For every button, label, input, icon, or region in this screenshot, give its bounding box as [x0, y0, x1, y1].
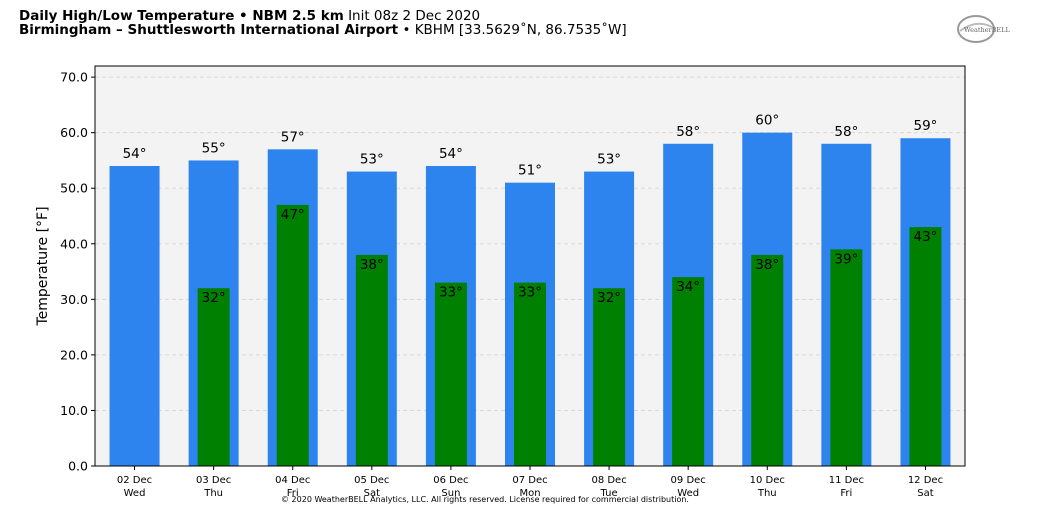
x-tick-label-date: 03 Dec: [196, 475, 231, 486]
y-tick-label: 60.0: [60, 125, 88, 140]
x-tick-label-date: 10 Dec: [750, 475, 785, 486]
x-tick-label-date: 09 Dec: [671, 475, 706, 486]
low-bar: [276, 204, 309, 466]
y-axis-label: Temperature [°F]: [35, 206, 51, 326]
low-bar-label: 32°: [202, 290, 226, 306]
low-bar-label: 47°: [281, 207, 305, 223]
low-bar-label: 38°: [360, 257, 384, 273]
high-bar-label: 59°: [913, 118, 937, 134]
weatherbell-logo: WeatherBELL: [957, 15, 1010, 43]
x-tick-label-date: 08 Dec: [591, 475, 626, 486]
low-bar: [197, 288, 230, 466]
logo-text: WeatherBELL: [964, 26, 1010, 34]
y-tick-label: 70.0: [60, 70, 88, 85]
low-bar-label: 39°: [834, 251, 858, 267]
x-tick-label-date: 12 Dec: [908, 475, 943, 486]
high-bar-label: 53°: [597, 152, 621, 168]
x-tick-label-day: Thu: [203, 488, 223, 499]
x-tick-label-day: Thu: [757, 488, 777, 499]
x-tick-label-date: 04 Dec: [275, 475, 310, 486]
x-tick-label-day: Wed: [677, 488, 699, 499]
y-tick-label: 30.0: [60, 292, 88, 307]
x-tick-label-day: Mon: [519, 488, 540, 499]
chart-subtitle-location: Birmingham – Shuttlesworth International…: [19, 22, 627, 38]
x-tick-label-date: 11 Dec: [829, 475, 864, 486]
low-bar-label: 33°: [439, 285, 463, 301]
low-bar-label: 33°: [518, 285, 542, 301]
x-tick-label-day: Sat: [364, 488, 380, 499]
low-bar: [514, 282, 546, 466]
high-bar-label: 60°: [755, 113, 779, 129]
low-bar: [593, 288, 626, 466]
low-bar-label: 32°: [597, 290, 621, 306]
y-tick-label: 40.0: [60, 236, 88, 251]
x-tick-label-day: Sat: [917, 488, 933, 499]
low-bar-label: 38°: [755, 257, 779, 273]
high-bar-label: 51°: [518, 163, 542, 179]
high-bar-label: 53°: [360, 152, 384, 168]
low-bar: [355, 254, 388, 466]
x-tick-label-day: Wed: [124, 488, 146, 499]
x-tick-label-date: 07 Dec: [512, 475, 547, 486]
y-tick-label: 10.0: [60, 403, 88, 418]
x-tick-label-day: Fri: [840, 488, 852, 499]
x-tick-label-day: Fri: [287, 488, 299, 499]
y-tick-label: 20.0: [60, 347, 88, 362]
high-bar-label: 54°: [123, 146, 147, 162]
low-bar: [830, 249, 863, 466]
x-tick-label-day: Tue: [600, 488, 618, 499]
y-tick-label: 50.0: [60, 181, 88, 196]
y-tick-label: 0.0: [68, 459, 88, 474]
high-bar-label: 58°: [676, 124, 700, 140]
low-bar: [751, 254, 784, 466]
high-bar-label: 55°: [202, 140, 226, 156]
x-tick-label-date: 06 Dec: [433, 475, 468, 486]
high-bar-label: 58°: [834, 124, 858, 140]
low-bar: [434, 282, 467, 466]
x-tick-label-date: 05 Dec: [354, 475, 389, 486]
low-bar-label: 34°: [676, 279, 700, 295]
x-tick-label-date: 02 Dec: [117, 475, 152, 486]
chart-title: Daily High/Low Temperature • NBM 2.5 km …: [19, 8, 481, 24]
high-bar: [109, 166, 160, 466]
high-bar-label: 54°: [439, 146, 463, 162]
high-bar-label: 57°: [281, 129, 305, 145]
copyright-notice: © 2020 WeatherBELL Analytics, LLC. All r…: [281, 495, 689, 504]
x-tick-label-day: Sun: [441, 488, 460, 499]
low-bar: [909, 227, 942, 466]
low-bar-label: 43°: [913, 229, 937, 245]
low-bar: [672, 277, 705, 466]
